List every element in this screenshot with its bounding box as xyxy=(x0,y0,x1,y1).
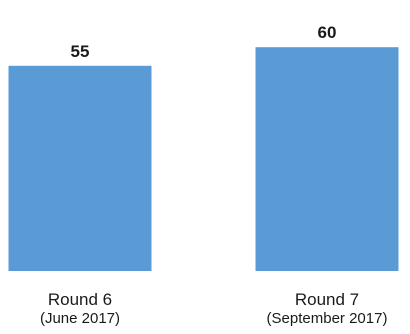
category-label: Round 7 xyxy=(294,290,360,309)
data-label: 55 xyxy=(71,42,90,61)
bar-round-6 xyxy=(8,65,152,271)
data-label: 60 xyxy=(318,23,337,42)
category-sublabel: (September 2017) xyxy=(266,309,388,327)
bar-round-7 xyxy=(255,47,399,272)
data-labels-group: 55 60 xyxy=(71,23,337,61)
category-label-round-6: Round 6 (June 2017) xyxy=(0,290,180,327)
category-sublabel: (June 2017) xyxy=(39,309,121,327)
category-label: Round 6 xyxy=(47,290,113,309)
bars-group xyxy=(8,47,399,272)
category-label-round-7: Round 7 (September 2017) xyxy=(227,290,410,327)
